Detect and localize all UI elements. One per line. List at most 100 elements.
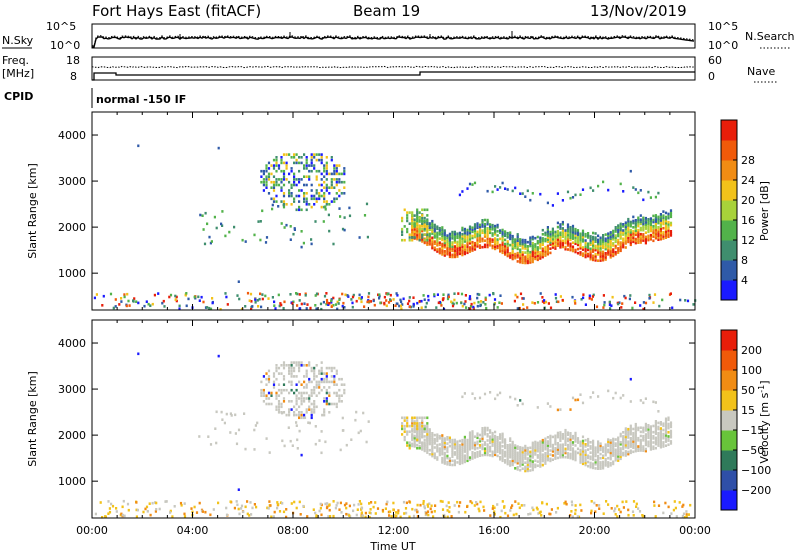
cell-1540 (215, 226, 218, 230)
cell-1237 (642, 198, 645, 202)
cell-1792 (523, 504, 526, 507)
cell-1248 (262, 178, 265, 181)
cell-1795 (341, 292, 344, 296)
cell-98 (431, 224, 434, 227)
cell-1138 (418, 441, 421, 444)
cell-1501 (215, 441, 218, 445)
cell-906 (627, 452, 630, 456)
cell-1466 (365, 440, 368, 444)
cell-1578 (416, 301, 419, 305)
cell-861 (617, 459, 620, 462)
cell-599 (549, 239, 552, 242)
cell-322 (481, 225, 484, 228)
cell-681 (571, 449, 575, 452)
cell-1260 (267, 178, 271, 181)
cell-130 (441, 444, 444, 448)
cell-1253 (265, 180, 268, 184)
cell-1898 (125, 304, 128, 308)
cell-189 (451, 232, 454, 236)
cell-673 (569, 438, 572, 441)
cell-986 (644, 429, 647, 432)
cell-1513 (229, 412, 232, 415)
cell-870 (617, 440, 620, 444)
cell-1881 (427, 513, 430, 517)
cell-464 (521, 461, 524, 464)
cell-952 (629, 220, 632, 224)
cell-1235 (275, 397, 278, 400)
cell-1840 (315, 514, 318, 517)
cell-452 (519, 464, 522, 468)
cell-524 (531, 254, 534, 257)
cell-1679 (460, 292, 464, 296)
cell-66 (426, 243, 429, 246)
cell-1190 (597, 395, 600, 398)
cell-1605 (399, 515, 402, 519)
cell-951 (629, 222, 632, 226)
cell-1084 (667, 416, 670, 420)
cell-470 (519, 256, 522, 260)
cell-1708 (251, 506, 254, 510)
cell-798 (599, 444, 602, 448)
cell-602 (554, 453, 557, 456)
cell-835 (604, 237, 607, 241)
cell-1108 (667, 235, 670, 238)
cell-446 (511, 237, 514, 240)
cell-949 (634, 429, 637, 432)
cell-693 (571, 233, 575, 236)
cell-1626 (627, 513, 630, 517)
cell-1736 (314, 304, 317, 307)
cell-826 (604, 258, 607, 261)
cell-367 (491, 223, 494, 227)
colorbar-segment-0 (721, 490, 737, 511)
cell-1379 (305, 197, 308, 201)
cell-1439 (333, 380, 336, 384)
cell-1420 (318, 197, 321, 201)
cell-1647 (336, 300, 339, 304)
cell-1402 (320, 369, 323, 373)
cell-163 (446, 242, 449, 246)
cell-755 (587, 236, 590, 239)
cell-965 (634, 237, 637, 241)
cell-261 (466, 228, 469, 232)
cell-369 (494, 245, 497, 249)
cell-235 (466, 453, 469, 456)
cell-1108 (406, 433, 409, 436)
cell-567 (541, 243, 544, 246)
cell-149 (443, 245, 446, 249)
cell-1102 (664, 224, 668, 227)
cell-1109 (667, 233, 670, 236)
cell-1746 (682, 512, 686, 516)
cell-1476 (321, 413, 324, 417)
colorbar-segment-8 (721, 120, 737, 141)
cell-126 (441, 452, 444, 456)
cell-1427 (328, 391, 331, 395)
cell-839 (609, 441, 612, 444)
cell-927 (629, 426, 632, 430)
cell-477 (519, 240, 522, 243)
cell-1209 (519, 192, 522, 195)
cell-669 (569, 446, 572, 450)
cell-90 (431, 242, 434, 246)
cell-585 (546, 246, 549, 250)
cell-954 (637, 447, 640, 450)
cell-91 (431, 240, 434, 244)
cell-1478 (355, 410, 358, 414)
cell-531 (536, 449, 539, 453)
cell-705 (579, 457, 582, 460)
cell-518 (529, 240, 532, 244)
cell-1466 (330, 183, 333, 187)
cell-1136 (403, 208, 406, 212)
cell-1242 (277, 411, 281, 414)
cell-1033 (657, 440, 660, 443)
cell-1552 (271, 207, 274, 211)
freq-strip-frame (91, 56, 696, 81)
cell-1130 (416, 438, 419, 442)
cell-973 (642, 436, 645, 440)
cell-732 (584, 451, 587, 454)
cell-1198 (642, 401, 645, 405)
cell-450 (514, 252, 517, 256)
cell-105 (433, 433, 436, 437)
cell-1038 (649, 217, 652, 220)
cell-1087 (662, 233, 665, 236)
cell-880 (614, 230, 617, 233)
